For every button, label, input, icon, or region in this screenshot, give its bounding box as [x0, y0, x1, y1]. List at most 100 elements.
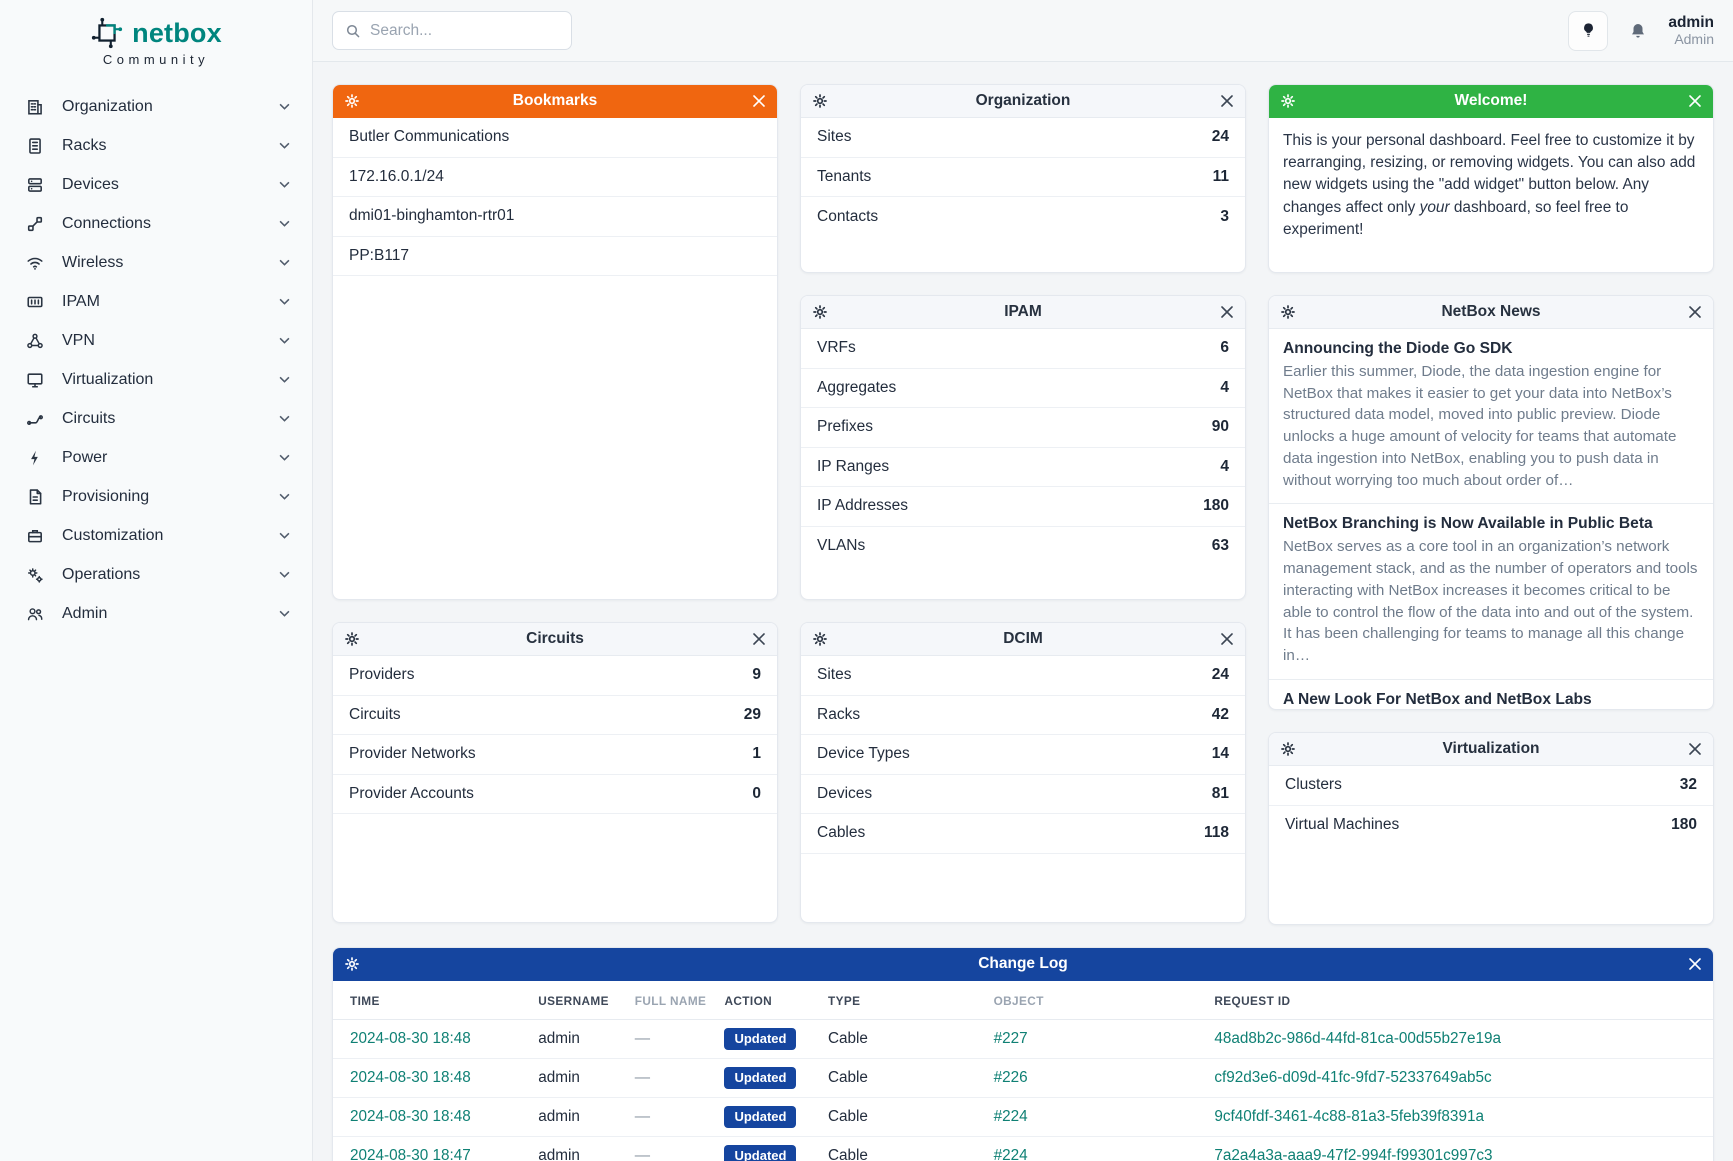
- sidebar-item-provisioning[interactable]: Provisioning: [0, 477, 312, 516]
- widget-title: Organization: [975, 92, 1071, 109]
- bookmark-item[interactable]: PP:B117: [333, 237, 777, 276]
- stat-row[interactable]: Clusters 32: [1269, 766, 1713, 806]
- news-article-title[interactable]: Announcing the Diode Go SDK: [1283, 340, 1513, 357]
- bookmark-item[interactable]: Butler Communications: [333, 118, 777, 158]
- organization-widget-header: Organization: [801, 85, 1245, 118]
- action-badge: Updated: [724, 1028, 797, 1050]
- sidebar-item-virtualization[interactable]: Virtualization: [0, 360, 312, 399]
- change-object-link[interactable]: #227: [993, 1030, 1028, 1047]
- change-time-link[interactable]: 2024-08-30 18:48: [350, 1030, 471, 1047]
- widget-config-gear-icon[interactable]: [345, 94, 359, 108]
- column-header-username[interactable]: USERNAME: [526, 981, 623, 1020]
- column-header-request-id[interactable]: REQUEST ID: [1202, 981, 1713, 1020]
- notifications-button[interactable]: [1623, 11, 1653, 51]
- sidebar-item-customization[interactable]: Customization: [0, 516, 312, 555]
- widget-config-gear-icon[interactable]: [1281, 94, 1295, 108]
- sidebar-item-devices[interactable]: Devices: [0, 165, 312, 204]
- widget-config-gear-icon[interactable]: [345, 957, 359, 971]
- stat-row[interactable]: Provider Networks 1: [333, 735, 777, 775]
- sidebar-item-operations[interactable]: Operations: [0, 555, 312, 594]
- stat-row[interactable]: Provider Accounts 0: [333, 775, 777, 814]
- widget-config-gear-icon[interactable]: [1281, 742, 1295, 756]
- sidebar-item-label: Provisioning: [62, 487, 150, 505]
- sidebar-item-label: Organization: [62, 97, 153, 115]
- netbox-news-widget-header: NetBox News: [1269, 296, 1713, 329]
- sidebar-item-power[interactable]: Power: [0, 438, 312, 477]
- stat-row[interactable]: Virtual Machines 180: [1285, 816, 1697, 834]
- bookmark-item[interactable]: dmi01-binghamton-rtr01: [333, 197, 777, 237]
- stat-row[interactable]: Circuits 29: [333, 696, 777, 735]
- widget-close-icon[interactable]: [1689, 306, 1701, 318]
- bookmark-item[interactable]: 172.16.0.1/24: [333, 158, 777, 197]
- stat-row[interactable]: Devices 81: [801, 775, 1245, 814]
- sidebar-item-wireless[interactable]: Wireless: [0, 243, 312, 282]
- sidebar-item-ipam[interactable]: IPAM: [0, 282, 312, 321]
- stat-row[interactable]: IP Addresses 180: [801, 487, 1245, 527]
- sidebar-item-circuits[interactable]: Circuits: [0, 399, 312, 438]
- stat-row[interactable]: VLANs 63: [817, 537, 1229, 555]
- sidebar: netbox Community Organization Racks Devi…: [0, 0, 313, 1161]
- widget-config-gear-icon[interactable]: [813, 632, 827, 646]
- widget-config-gear-icon[interactable]: [813, 305, 827, 319]
- change-username: admin: [526, 1058, 623, 1098]
- news-article-title[interactable]: A New Look For NetBox and NetBox Labs: [1283, 690, 1592, 708]
- change-object-link[interactable]: #224: [993, 1108, 1028, 1125]
- change-time-link[interactable]: 2024-08-30 18:48: [350, 1069, 471, 1086]
- widget-close-icon[interactable]: [1221, 633, 1233, 645]
- user-role: Admin: [1674, 31, 1714, 48]
- document-icon: [26, 487, 45, 506]
- request-id-link[interactable]: 9cf40fdf-3461-4c88-81a3-5feb39f8391a: [1214, 1108, 1484, 1125]
- search-input[interactable]: [370, 21, 559, 40]
- request-id-link[interactable]: 48ad8b2c-986d-44fd-81ca-00d55b27e19a: [1214, 1030, 1501, 1047]
- widget-close-icon[interactable]: [1221, 95, 1233, 107]
- request-id-link[interactable]: 7a2a4a3a-aaa9-47f2-994f-f99301c997c3: [1214, 1147, 1493, 1161]
- news-article-title[interactable]: NetBox Branching is Now Available in Pub…: [1283, 515, 1653, 533]
- lightning-bolt-icon: [26, 448, 45, 467]
- stat-row[interactable]: VRFs 6: [801, 329, 1245, 369]
- stat-row[interactable]: Providers 9: [333, 656, 777, 696]
- sidebar-item-connections[interactable]: Connections: [0, 204, 312, 243]
- column-header-time[interactable]: TIME: [333, 981, 527, 1020]
- sidebar-item-admin[interactable]: Admin: [0, 594, 312, 633]
- theme-toggle-button[interactable]: [1568, 10, 1609, 51]
- stat-row[interactable]: Contacts 3: [817, 207, 1229, 225]
- column-header-type[interactable]: TYPE: [815, 981, 982, 1020]
- sidebar-item-racks[interactable]: Racks: [0, 126, 312, 165]
- stat-row[interactable]: Cables 118: [801, 814, 1245, 854]
- change-object-link[interactable]: #224: [993, 1147, 1028, 1161]
- sidebar-item-organization[interactable]: Organization: [0, 87, 312, 126]
- widget-close-icon[interactable]: [1689, 743, 1701, 755]
- stat-row[interactable]: Sites 24: [801, 656, 1245, 696]
- widget-config-gear-icon[interactable]: [813, 94, 827, 108]
- stat-row[interactable]: Sites 24: [801, 118, 1245, 158]
- widget-close-icon[interactable]: [753, 633, 765, 645]
- change-object-link[interactable]: #226: [993, 1069, 1028, 1086]
- widget-config-gear-icon[interactable]: [345, 632, 359, 646]
- column-header-object[interactable]: OBJECT: [981, 981, 1203, 1020]
- stat-row[interactable]: IP Ranges 4: [801, 448, 1245, 487]
- widget-close-icon[interactable]: [1689, 958, 1701, 970]
- request-id-link[interactable]: cf92d3e6-d09d-41fc-9fd7-52337649ab5c: [1214, 1069, 1492, 1086]
- racks-icon: [26, 136, 45, 155]
- stat-row[interactable]: Prefixes 90: [801, 408, 1245, 448]
- brand[interactable]: netbox Community: [0, 0, 312, 73]
- change-time-link[interactable]: 2024-08-30 18:47: [350, 1147, 471, 1161]
- widget-close-icon[interactable]: [1689, 95, 1701, 107]
- column-header-full-name[interactable]: FULL NAME: [622, 981, 713, 1020]
- change-time-link[interactable]: 2024-08-30 18:48: [350, 1108, 471, 1125]
- stat-row[interactable]: Aggregates 4: [801, 369, 1245, 408]
- change-username: admin: [526, 1019, 623, 1059]
- stat-row[interactable]: Racks 42: [801, 696, 1245, 735]
- search-box[interactable]: [332, 11, 572, 50]
- widget-close-icon[interactable]: [753, 95, 765, 107]
- user-menu[interactable]: admin Admin: [1668, 14, 1714, 48]
- sidebar-item-vpn[interactable]: VPN: [0, 321, 312, 360]
- column-header-action[interactable]: ACTION: [712, 981, 816, 1020]
- widget-close-icon[interactable]: [1221, 306, 1233, 318]
- stat-row[interactable]: Tenants 11: [801, 158, 1245, 197]
- widget-config-gear-icon[interactable]: [1281, 305, 1295, 319]
- sidebar-item-label: Customization: [62, 526, 164, 544]
- chevron-down-icon: [279, 337, 290, 344]
- organization-icon: [26, 97, 45, 116]
- stat-row[interactable]: Device Types 14: [801, 735, 1245, 775]
